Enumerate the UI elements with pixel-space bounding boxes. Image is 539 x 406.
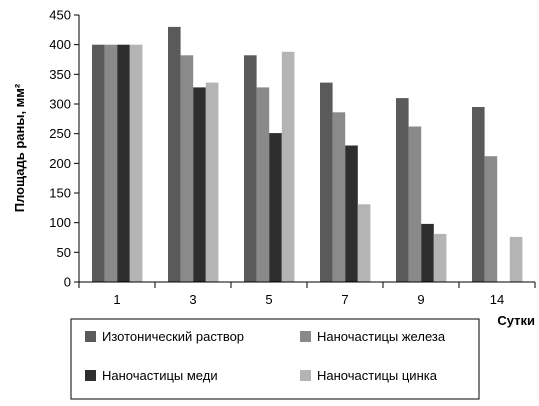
y-tick-label: 400 [49, 37, 71, 52]
x-tick-label: 5 [265, 292, 272, 307]
bar [408, 126, 422, 282]
bar [205, 82, 219, 282]
legend-label: Наночастицы цинка [317, 368, 438, 383]
bar [421, 223, 434, 282]
bar [357, 204, 371, 282]
y-tick-label: 450 [49, 8, 71, 23]
x-tick-label: 7 [341, 292, 348, 307]
x-axis-title: Сутки [497, 313, 535, 328]
bar [345, 145, 358, 282]
legend-box [70, 318, 480, 400]
bar [256, 87, 270, 283]
bar [180, 55, 194, 282]
bar [509, 236, 523, 282]
bar [281, 51, 295, 282]
y-tick-label: 200 [49, 156, 71, 171]
bar [472, 107, 485, 282]
bar [244, 55, 257, 282]
bar [433, 233, 447, 282]
bar [320, 82, 333, 282]
legend-label: Наночастицы меди [102, 368, 218, 383]
bar [332, 112, 346, 282]
y-tick-label: 100 [49, 215, 71, 230]
y-tick-label: 50 [57, 245, 71, 260]
y-tick-label: 300 [49, 97, 71, 112]
bar [484, 156, 498, 282]
y-tick-label: 250 [49, 126, 71, 141]
legend-swatch [85, 331, 96, 342]
legend: Изотонический раствор Наночастицы железа Н… [70, 318, 480, 400]
legend-label: Изотонический раствор [102, 329, 244, 344]
legend-swatch [300, 331, 311, 342]
legend-swatch [300, 370, 311, 381]
y-tick-label: 150 [49, 186, 71, 201]
y-tick-label: 350 [49, 67, 71, 82]
bar [193, 87, 206, 283]
x-tick-label: 3 [189, 292, 196, 307]
legend-swatch [85, 370, 96, 381]
plot-area: 0 50 100 150 200 250 300 350 400 450 1 3 5 7 9 14 [49, 8, 536, 307]
y-tick-label: 0 [64, 275, 71, 290]
x-tick-label: 9 [417, 292, 424, 307]
bar [396, 98, 409, 282]
legend-label: Наночастицы железа [317, 329, 446, 344]
bar [129, 44, 143, 283]
y-axis-title: Площадь раны, мм² [12, 83, 27, 212]
bar [104, 44, 118, 283]
bar [92, 44, 105, 283]
bar [168, 26, 181, 283]
bar [117, 44, 130, 283]
x-tick-label: 1 [113, 292, 120, 307]
x-tick-label: 14 [490, 292, 504, 307]
bar [269, 133, 282, 282]
